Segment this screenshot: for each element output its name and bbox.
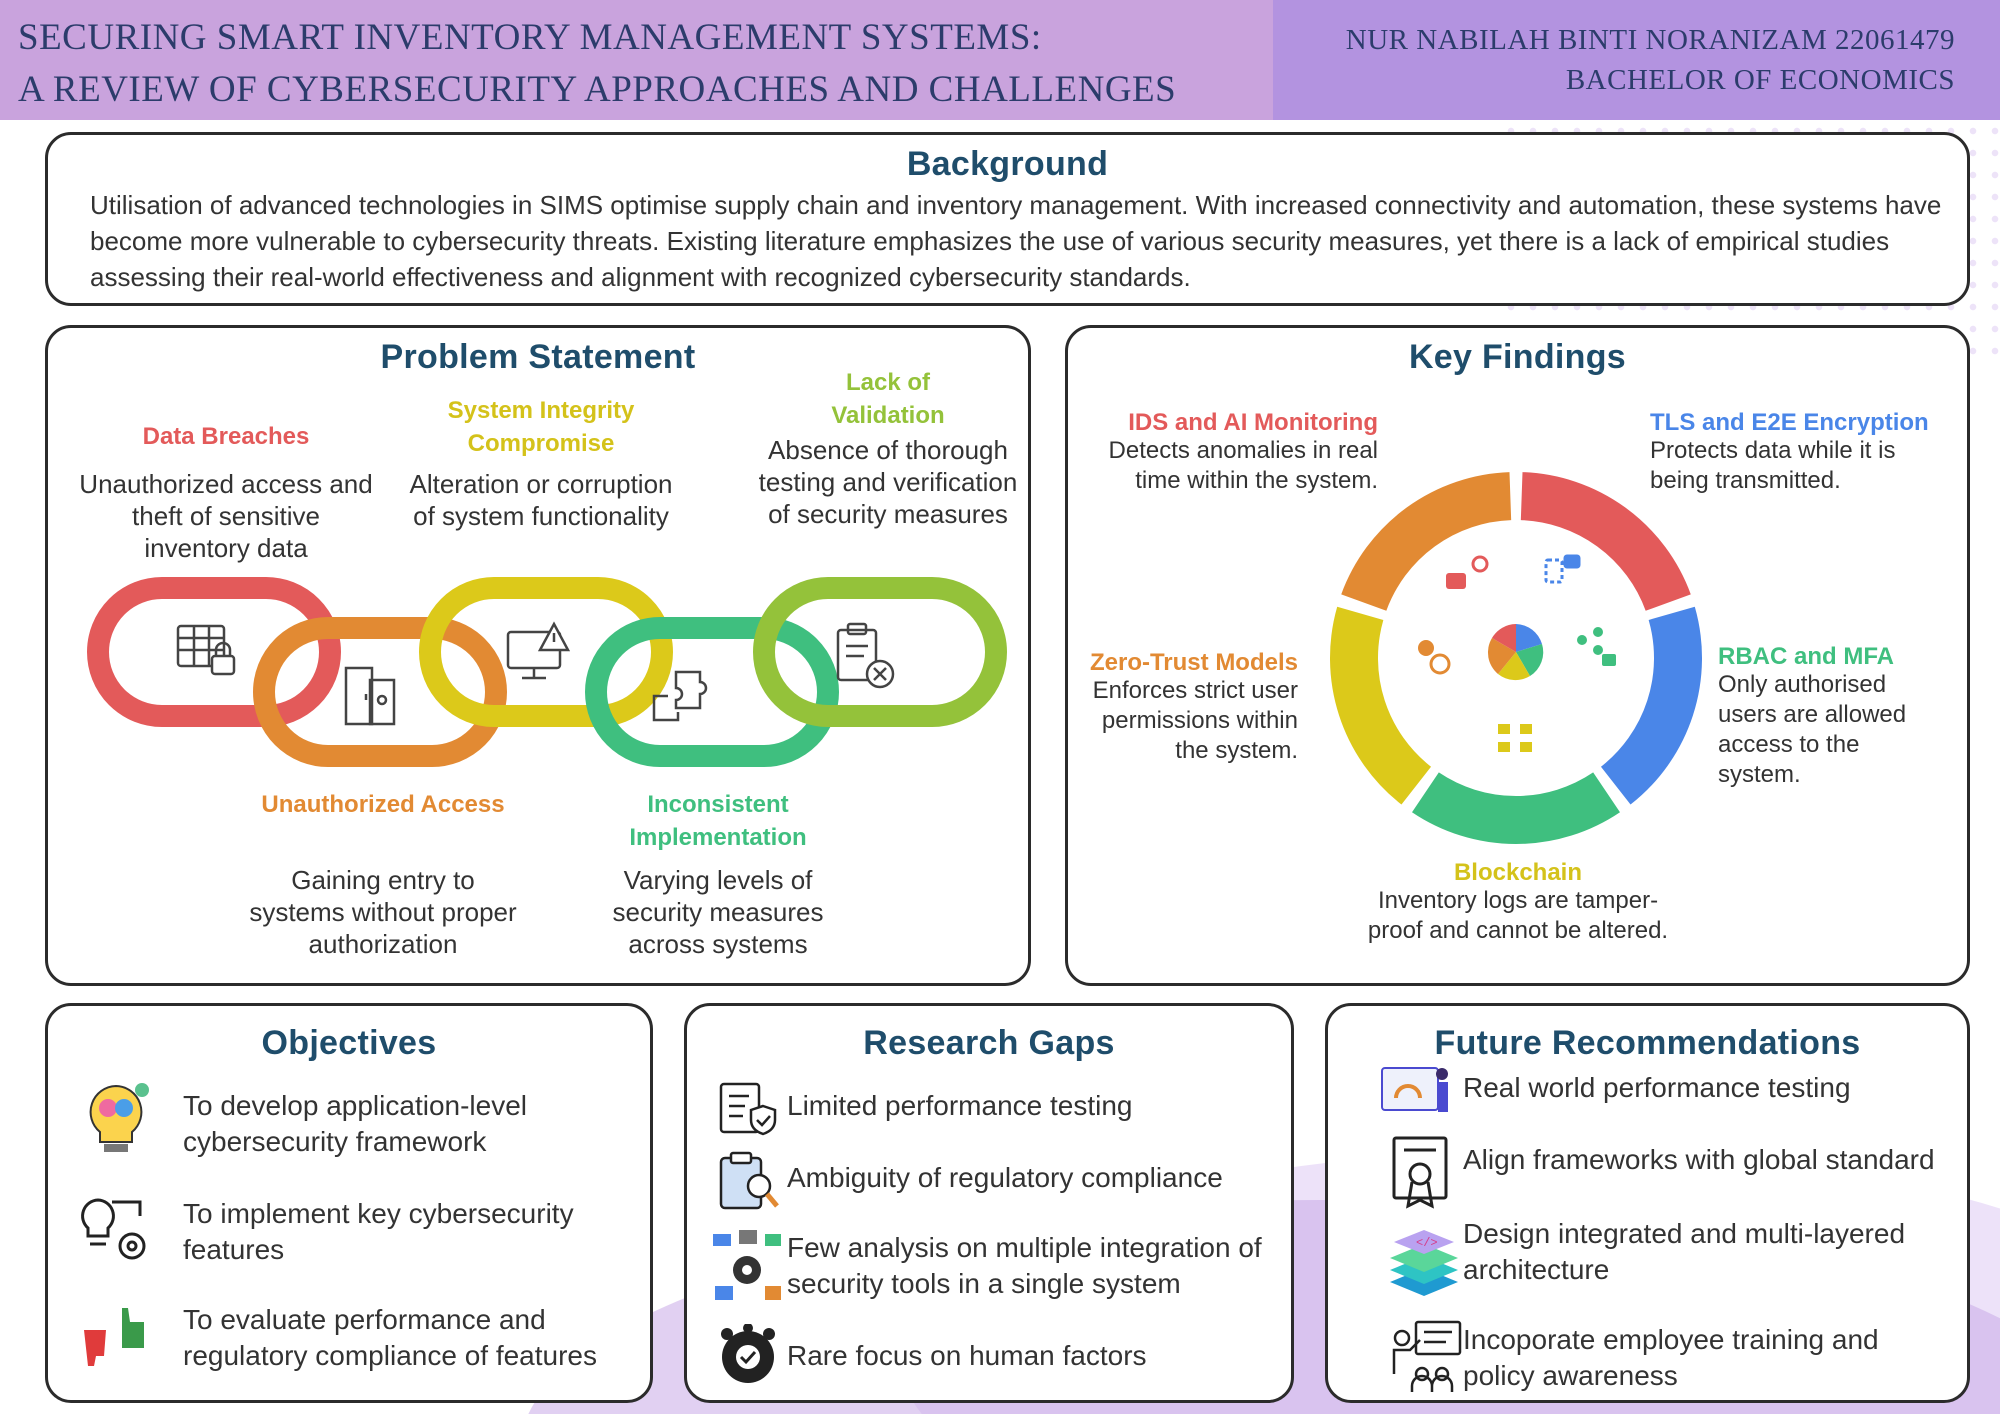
gap-text: Limited performance testing: [787, 1090, 1133, 1121]
certificate-icon: [1392, 1136, 1448, 1209]
ring-segment: [1600, 606, 1702, 805]
ring-segment: [1330, 606, 1432, 805]
finding-label: RBAC and MFA: [1718, 643, 1894, 670]
training-icon: [1392, 1320, 1462, 1392]
door-key-icon: [344, 666, 396, 726]
recommendation-item: Real world performance testing: [1463, 1070, 1953, 1106]
monitor-warning-icon: [506, 621, 571, 680]
objective-text: To implement key cybersecurity features: [183, 1198, 574, 1265]
brain-bulb-icon: [89, 1083, 149, 1152]
problem-desc: Alteration or corruption of system funct…: [409, 469, 673, 531]
people-gear-icon: [721, 1324, 775, 1383]
finding-desc: Protects data while it is being transmit…: [1650, 437, 1896, 494]
svg-text:</>: </>: [1416, 1236, 1438, 1250]
header-author-panel: [1273, 0, 2000, 120]
problem-desc: Gaining entry to systems without proper …: [249, 865, 517, 959]
table-lock-icon: [176, 624, 236, 676]
problem-label: System Integrity Compromise: [447, 397, 635, 457]
recommendation-text: Incoporate employee training and policy …: [1463, 1324, 1879, 1391]
findings-section: Key Findings: [1065, 325, 1970, 986]
recommendations-section: Future Recommendations Real world perfor…: [1325, 1003, 1970, 1403]
poster-title: SECURING SMART INVENTORY MANAGEMENT SYST…: [18, 12, 1176, 116]
gap-text: Ambiguity of regulatory compliance: [787, 1162, 1223, 1193]
background-text: Utilisation of advanced technologies in …: [90, 190, 1942, 292]
title-line: SECURING SMART INVENTORY MANAGEMENT SYST…: [18, 17, 1042, 58]
problem-desc: Absence of thorough testing and verifica…: [758, 435, 1018, 529]
gap-item: Few analysis on multiple integration of …: [787, 1230, 1287, 1302]
recommendation-item: Align frameworks with global standard: [1463, 1142, 1963, 1178]
checklist-shield-icon: [719, 1082, 777, 1136]
objective-item: To develop application-level cybersecuri…: [183, 1088, 633, 1160]
recommendation-item: Incoporate employee training and policy …: [1463, 1322, 1953, 1394]
objectives-section: Objectives To develop application-level …: [45, 1003, 653, 1403]
finding-label: Zero-Trust Models: [1089, 649, 1298, 676]
gap-item: Ambiguity of regulatory compliance: [787, 1160, 1277, 1196]
finding-label: Blockchain: [1453, 859, 1583, 886]
problem-label: Data Breaches: [142, 423, 310, 450]
author-name: NUR NABILAH BINTI NORANIZAM 22061479: [1345, 24, 1955, 56]
blocks-icon: [1498, 724, 1532, 752]
gaps-section: Research Gaps Limited performance testin…: [684, 1003, 1294, 1403]
recommendation-text: Align frameworks with global standard: [1463, 1144, 1935, 1175]
chain-link-yellow: [419, 577, 673, 727]
author-program: BACHELOR OF ECONOMICS: [1565, 64, 1955, 96]
objective-item: To evaluate performance and regulatory c…: [183, 1302, 633, 1374]
chain-link-red: [87, 577, 341, 727]
problem-label: Unauthorized Access: [261, 791, 505, 818]
objective-text: To develop application-level cybersecuri…: [183, 1090, 527, 1157]
section-title: Key Findings: [1408, 338, 1627, 376]
chain-diagram: [87, 577, 1007, 767]
bulb-gear-icon: [81, 1198, 146, 1260]
section-title: Objectives: [261, 1024, 437, 1062]
gap-text: Rare focus on human factors: [787, 1340, 1147, 1371]
clipboard-search-icon: [719, 1151, 779, 1210]
finding-label: IDS and AI Monitoring: [1128, 409, 1378, 436]
section-title: Problem Statement: [380, 338, 696, 376]
ring-segment: [1341, 472, 1512, 612]
objective-text: To evaluate performance and regulatory c…: [183, 1304, 597, 1371]
integration-gear-icon: [713, 1230, 781, 1300]
objective-item: To implement key cybersecurity features: [183, 1196, 633, 1268]
puzzle-icon: [652, 670, 708, 722]
ring-segment: [1520, 472, 1691, 612]
problem-desc: Varying levels of security measures acro…: [612, 865, 824, 959]
finding-desc: Enforces strict user permissions within …: [1092, 677, 1298, 764]
layers-icon: </>: [1390, 1230, 1458, 1296]
background-section: Background Utilisation of advanced techn…: [45, 132, 1970, 306]
author-info: NUR NABILAH BINTI NORANIZAM 22061479 BAC…: [1346, 20, 1955, 100]
clipboard-x-icon: [836, 622, 895, 689]
problem-section: Problem Statement Data Breaches Unauthor…: [45, 325, 1031, 986]
pie-icon: [1487, 624, 1544, 681]
recommendation-item: Design integrated and multi-layered arch…: [1463, 1216, 1953, 1288]
user-block-icon: [1418, 640, 1451, 675]
problem-desc: Unauthorized access and theft of sensiti…: [79, 469, 373, 563]
share-lock-icon: [1577, 627, 1616, 666]
finding-desc: Detects anomalies in real time within th…: [1108, 437, 1378, 494]
chain-link-orange: [253, 617, 507, 767]
problem-label: Lack of Validation: [831, 369, 945, 429]
section-title: Background: [906, 145, 1109, 183]
chain-link-lime: [753, 577, 1007, 727]
chain-link-green: [585, 617, 839, 767]
gap-item: Rare focus on human factors: [787, 1338, 1277, 1374]
finding-desc: Inventory logs are tamper-proof and cann…: [1367, 887, 1669, 944]
dashboard-person-icon: [1381, 1067, 1448, 1112]
title-line: A REVIEW OF CYBERSECURITY APPROACHES AND…: [18, 69, 1177, 110]
robot-eye-icon: [1446, 555, 1489, 589]
recommendation-text: Design integrated and multi-layered arch…: [1463, 1218, 1906, 1285]
finding-desc: Only authorised users are allowed access…: [1718, 671, 1907, 788]
problem-label: Inconsistent Implementation: [629, 791, 807, 851]
section-title: Research Gaps: [863, 1024, 1115, 1062]
section-title: Future Recommendations: [1434, 1024, 1861, 1062]
recommendation-text: Real world performance testing: [1463, 1072, 1851, 1103]
ring-segments: [1330, 472, 1702, 844]
gap-text: Few analysis on multiple integration of …: [787, 1232, 1262, 1299]
findings-ring: [1330, 472, 1702, 844]
lock-transfer-icon: [1544, 554, 1581, 584]
gap-item: Limited performance testing: [787, 1088, 1277, 1124]
thumbs-up-down-icon: [84, 1308, 144, 1366]
finding-label: TLS and E2E Encryption: [1650, 409, 1929, 436]
ring-segment: [1412, 772, 1620, 844]
